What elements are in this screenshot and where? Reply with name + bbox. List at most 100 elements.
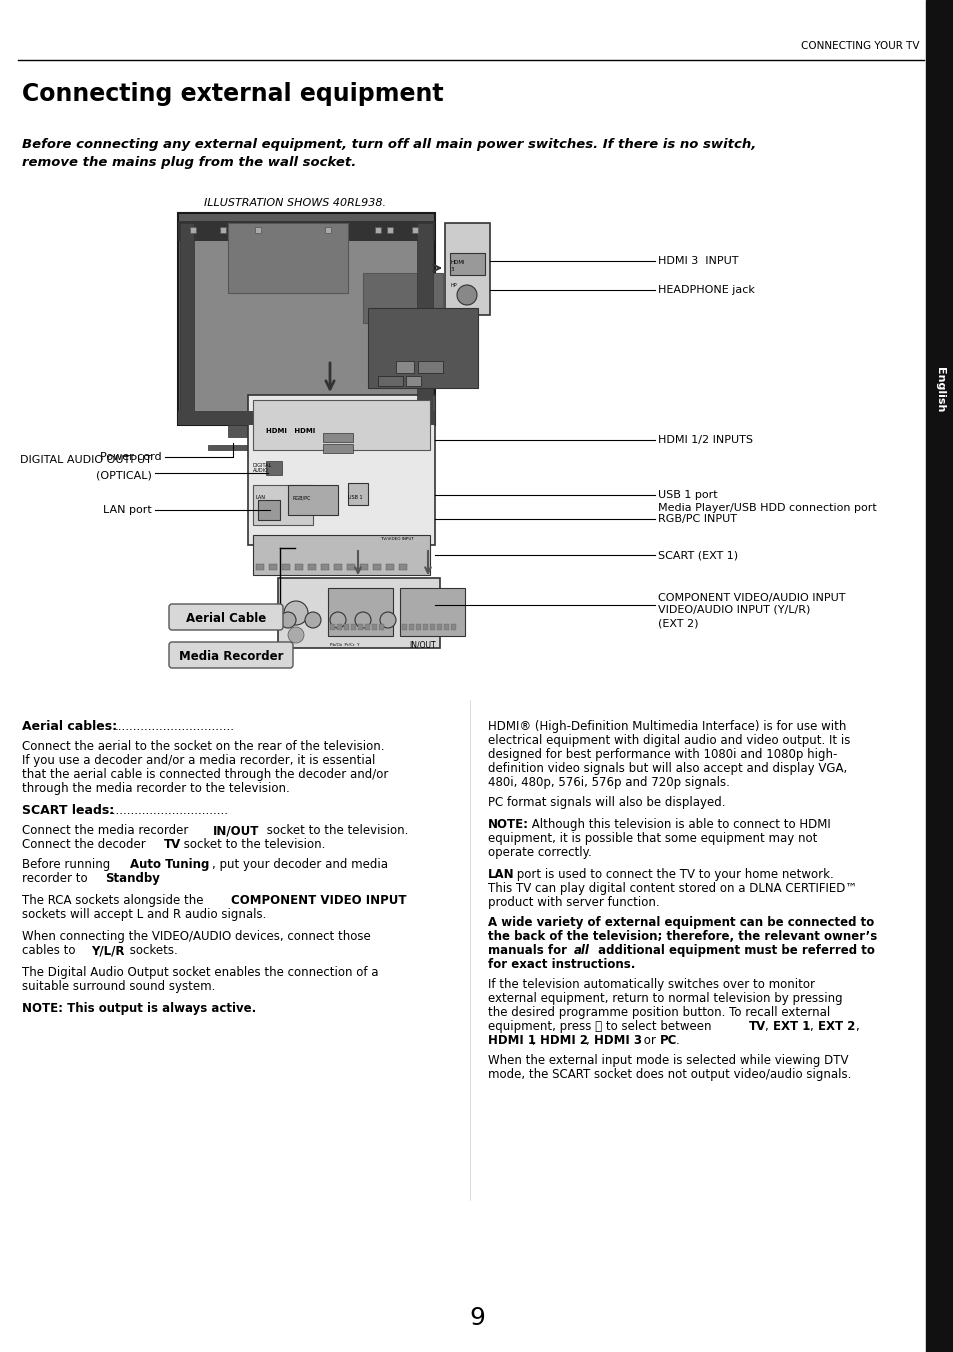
Text: Connecting external equipment: Connecting external equipment xyxy=(22,82,443,105)
Text: HP: HP xyxy=(451,283,457,288)
Text: If the television automatically switches over to monitor: If the television automatically switches… xyxy=(488,977,814,991)
Text: additional equipment must be referred to: additional equipment must be referred to xyxy=(594,944,874,957)
Text: through the media recorder to the television.: through the media recorder to the televi… xyxy=(22,781,290,795)
Bar xyxy=(412,227,417,233)
Bar xyxy=(401,625,407,630)
Text: ,: , xyxy=(532,1034,539,1046)
Text: NOTE: This output is always active.: NOTE: This output is always active. xyxy=(22,1002,256,1015)
Text: the desired programme position button. To recall external: the desired programme position button. T… xyxy=(488,1006,829,1019)
Bar xyxy=(357,625,363,630)
Bar xyxy=(294,564,303,571)
Text: Y/L/R: Y/L/R xyxy=(91,944,125,957)
Bar xyxy=(257,500,280,521)
Bar xyxy=(422,625,428,630)
Text: When connecting the VIDEO/AUDIO devices, connect those: When connecting the VIDEO/AUDIO devices,… xyxy=(22,930,371,942)
Bar xyxy=(269,564,276,571)
Text: Media Player/USB HDD connection port: Media Player/USB HDD connection port xyxy=(658,503,876,512)
Text: This TV can play digital content stored on a DLNA CERTIFIED™: This TV can play digital content stored … xyxy=(488,882,856,895)
Text: IN/OUT: IN/OUT xyxy=(213,823,259,837)
Text: manuals for: manuals for xyxy=(488,944,571,957)
Text: .: . xyxy=(676,1034,679,1046)
Bar xyxy=(399,588,464,635)
Text: COMPONENT VIDEO INPUT: COMPONENT VIDEO INPUT xyxy=(231,894,406,907)
Bar xyxy=(277,579,439,648)
Bar xyxy=(365,625,370,630)
Text: TV: TV xyxy=(748,1019,765,1033)
Bar xyxy=(363,273,442,323)
Bar xyxy=(355,425,395,437)
Bar xyxy=(178,411,435,425)
Text: HDMI 3: HDMI 3 xyxy=(594,1034,641,1046)
Text: Pb/Cb  Pr/Cr  Y: Pb/Cb Pr/Cr Y xyxy=(330,644,359,648)
Text: that the aerial cable is connected through the decoder and/or: that the aerial cable is connected throu… xyxy=(22,768,388,781)
Bar xyxy=(387,227,393,233)
Circle shape xyxy=(456,285,476,306)
Bar xyxy=(208,445,405,450)
Text: 3: 3 xyxy=(451,266,454,272)
Bar xyxy=(348,483,368,506)
Text: Connect the decoder: Connect the decoder xyxy=(22,838,150,850)
Text: When the external input mode is selected while viewing DTV: When the external input mode is selected… xyxy=(488,1055,847,1067)
Text: HDMI 1: HDMI 1 xyxy=(488,1034,536,1046)
Text: port is used to connect the TV to your home network.: port is used to connect the TV to your h… xyxy=(513,868,833,882)
Text: Before running: Before running xyxy=(22,859,113,871)
Bar xyxy=(409,625,414,630)
Text: equipment, it is possible that some equipment may not: equipment, it is possible that some equi… xyxy=(488,831,817,845)
Text: Media Recorder: Media Recorder xyxy=(178,650,283,664)
Bar xyxy=(450,253,484,274)
Text: LAN: LAN xyxy=(255,495,266,500)
Bar xyxy=(253,535,430,575)
Bar xyxy=(308,564,315,571)
Text: .: . xyxy=(154,872,158,886)
Bar xyxy=(416,625,420,630)
Text: all: all xyxy=(574,944,589,957)
Text: TV: TV xyxy=(164,838,181,850)
Text: PC format signals will also be displayed.: PC format signals will also be displayed… xyxy=(488,796,724,808)
Text: definition video signals but will also accept and display VGA,: definition video signals but will also a… xyxy=(488,763,846,775)
Text: RGB/PC: RGB/PC xyxy=(293,495,311,500)
Bar xyxy=(325,227,331,233)
Text: ................................: ................................ xyxy=(115,721,234,733)
Text: HDMI 2: HDMI 2 xyxy=(539,1034,587,1046)
Circle shape xyxy=(280,612,295,627)
Bar xyxy=(398,564,407,571)
Bar xyxy=(220,227,226,233)
Bar xyxy=(330,625,335,630)
Text: Aerial Cable: Aerial Cable xyxy=(186,612,266,626)
Bar xyxy=(178,220,435,241)
Text: SCART (EXT 1): SCART (EXT 1) xyxy=(658,550,738,560)
Text: A wide variety of external equipment can be connected to: A wide variety of external equipment can… xyxy=(488,917,873,929)
Bar xyxy=(430,625,435,630)
Text: Although this television is able to connect to HDMI: Although this television is able to conn… xyxy=(527,818,830,831)
Text: HDMI® (High-Definition Multimedia Interface) is for use with: HDMI® (High-Definition Multimedia Interf… xyxy=(488,721,845,733)
Bar xyxy=(395,361,414,373)
Text: HEADPHONE jack: HEADPHONE jack xyxy=(658,285,754,295)
Bar xyxy=(253,400,430,450)
Bar xyxy=(368,308,477,388)
Text: Connect the aerial to the socket on the rear of the television.: Connect the aerial to the socket on the … xyxy=(22,740,384,753)
Text: RGB/PC INPUT: RGB/PC INPUT xyxy=(658,514,737,525)
Bar xyxy=(323,433,353,442)
Text: The Digital Audio Output socket enables the connection of a: The Digital Audio Output socket enables … xyxy=(22,965,378,979)
Text: EXT 1: EXT 1 xyxy=(772,1019,809,1033)
Text: socket to the television.: socket to the television. xyxy=(263,823,408,837)
Bar xyxy=(328,588,393,635)
Bar xyxy=(190,227,195,233)
Circle shape xyxy=(254,612,271,627)
Text: sockets will accept L and R audio signals.: sockets will accept L and R audio signal… xyxy=(22,909,266,921)
Bar xyxy=(320,564,329,571)
Text: EXT 2: EXT 2 xyxy=(817,1019,855,1033)
Text: ,: , xyxy=(585,1034,593,1046)
Text: DIGITAL AUDIO OUTPUT: DIGITAL AUDIO OUTPUT xyxy=(20,456,152,465)
Text: the back of the television; therefore, the relevant owner’s: the back of the television; therefore, t… xyxy=(488,930,877,942)
Text: COMPONENT VIDEO/AUDIO INPUT: COMPONENT VIDEO/AUDIO INPUT xyxy=(658,594,844,603)
Text: socket to the television.: socket to the television. xyxy=(180,838,325,850)
Circle shape xyxy=(284,602,308,625)
Text: ILLUSTRATION SHOWS 40RL938.: ILLUSTRATION SHOWS 40RL938. xyxy=(204,197,386,208)
Text: (EXT 2): (EXT 2) xyxy=(658,618,698,627)
Text: HDMI 1/2 INPUTS: HDMI 1/2 INPUTS xyxy=(658,435,752,445)
Text: ,: , xyxy=(764,1019,772,1033)
Bar xyxy=(372,625,376,630)
Text: English: English xyxy=(934,368,944,412)
Bar xyxy=(406,376,420,387)
